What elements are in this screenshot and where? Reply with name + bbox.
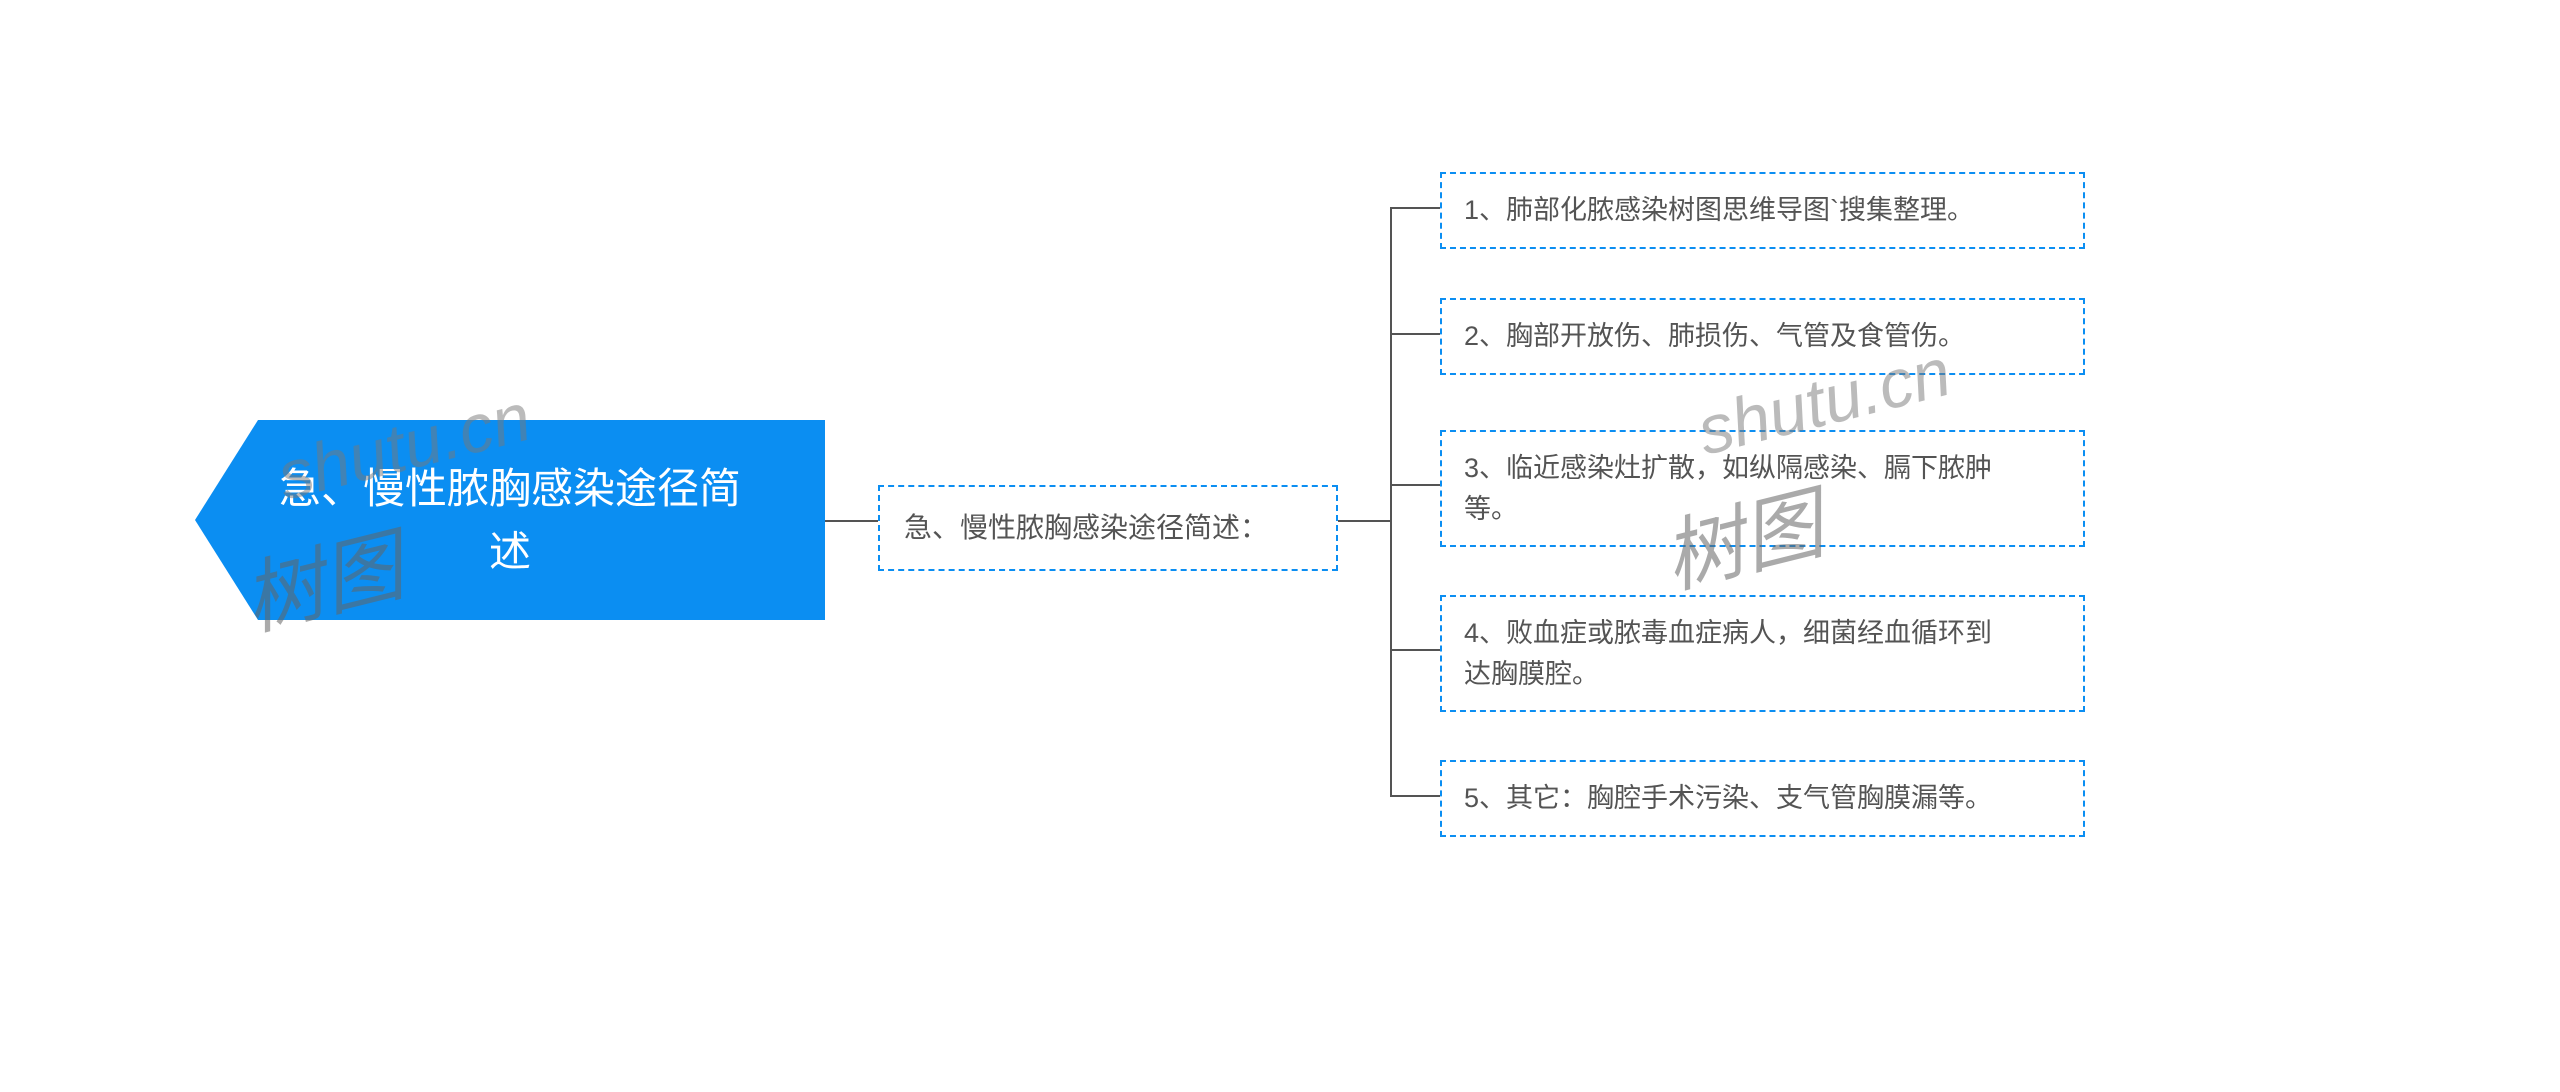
- connector: [825, 520, 878, 522]
- mindmap-leaf-node: 4、败血症或脓毒血症病人，细菌经血循环到 达胸膜腔。: [1440, 595, 2085, 712]
- connector: [1390, 207, 1392, 795]
- connector: [1390, 795, 1440, 797]
- mindmap-leaf-node: 5、其它：胸腔手术污染、支气管胸膜漏等。: [1440, 760, 2085, 837]
- connector: [1390, 649, 1440, 651]
- mindmap-root-node: 急、慢性脓胸感染途径简 述: [195, 420, 825, 620]
- mindmap-leaf-node: 1、肺部化脓感染树图思维导图`搜集整理。: [1440, 172, 2085, 249]
- connector: [1390, 333, 1440, 335]
- mindmap-leaf-node: 3、临近感染灶扩散，如纵隔感染、膈下脓肿 等。: [1440, 430, 2085, 547]
- connector: [1338, 520, 1390, 522]
- mindmap-leaf-node: 2、胸部开放伤、肺损伤、气管及食管伤。: [1440, 298, 2085, 375]
- connector: [1390, 484, 1440, 486]
- connector: [1390, 207, 1440, 209]
- mindmap-branch-node: 急、慢性脓胸感染途径简述：: [878, 485, 1338, 571]
